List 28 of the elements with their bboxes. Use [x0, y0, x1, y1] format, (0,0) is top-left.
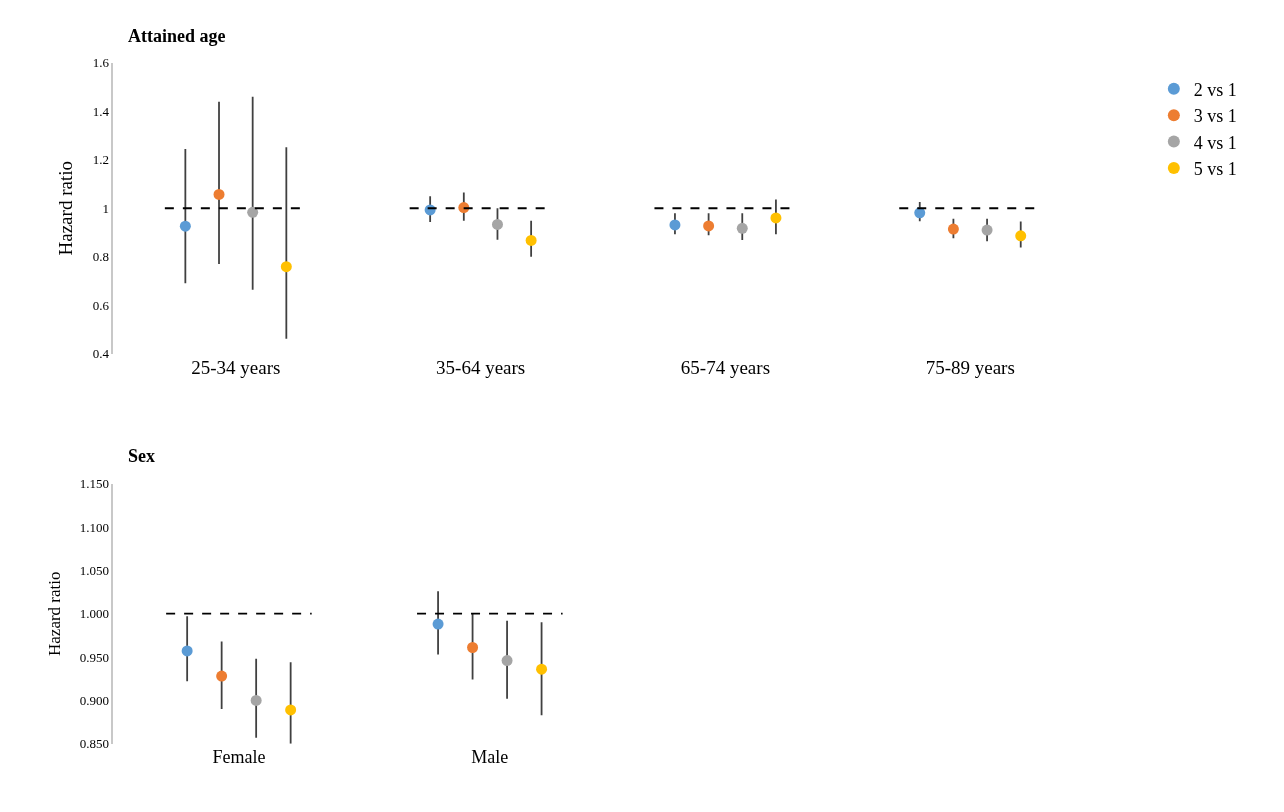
- y-tick-label: 1.050: [79, 562, 110, 578]
- legend-label: 4 vs 1: [1193, 132, 1237, 153]
- x-tick-label: 35-64 years: [436, 356, 526, 378]
- y-tick-label: 1.4: [92, 103, 110, 119]
- y-tick-label: 0.850: [79, 736, 110, 752]
- y-tick-label: 1.6: [92, 55, 110, 71]
- y-tick-label: 0.950: [79, 649, 110, 665]
- legend-label: 5 vs 1: [1193, 158, 1237, 179]
- y-tick-label: 1.150: [79, 476, 110, 492]
- legend-label: 2 vs 1: [1193, 79, 1237, 100]
- legend-label: 3 vs 1: [1193, 106, 1237, 127]
- x-tick-label: 65-74 years: [680, 356, 771, 378]
- y-tick-label: 0.4: [92, 346, 110, 362]
- chart-title: Attained age: [128, 26, 226, 46]
- x-tick-label: 75-89 years: [925, 356, 1015, 378]
- y-tick-label: 0.6: [92, 297, 110, 313]
- y-axis-title: Hazard ratio: [44, 571, 64, 656]
- chart-title: Sex: [128, 446, 155, 466]
- y-tick-label: 1.000: [79, 606, 110, 622]
- y-tick-label: 1.2: [92, 152, 110, 168]
- y-tick-label: 0.8: [92, 249, 110, 265]
- y-axis-title: Hazard ratio: [55, 161, 77, 256]
- y-tick-label: 0.900: [79, 692, 110, 708]
- x-tick-label: Male: [471, 746, 509, 767]
- y-tick-label: 1.100: [79, 519, 110, 535]
- x-tick-label: Female: [212, 746, 266, 767]
- y-tick-label: 1: [102, 200, 110, 216]
- x-tick-label: 25-34 years: [191, 356, 281, 378]
